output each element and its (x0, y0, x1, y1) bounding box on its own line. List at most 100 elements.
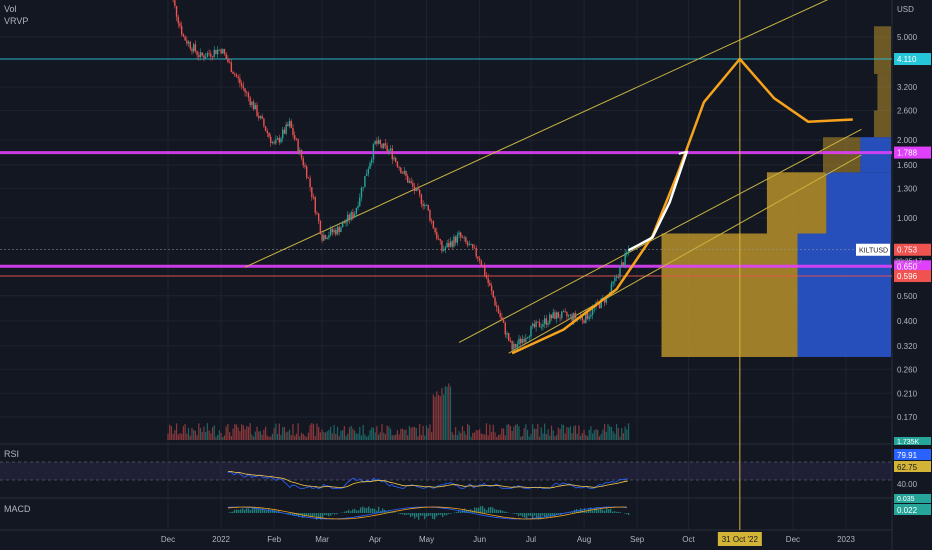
candle (513, 343, 515, 350)
candle (290, 121, 292, 128)
volume-bar (271, 433, 274, 440)
volume-bar (455, 427, 457, 440)
candle (514, 343, 517, 348)
candle (463, 237, 465, 239)
volume-bar (530, 434, 532, 440)
volume-bar (278, 423, 280, 440)
candle (335, 229, 337, 235)
volume-bar (290, 435, 292, 440)
macd-histogram-bar (323, 513, 326, 515)
candle (627, 249, 630, 253)
candle (615, 277, 618, 279)
volume-bar (314, 436, 316, 440)
candle (614, 277, 616, 282)
volume-bar (331, 433, 333, 440)
candle (271, 142, 274, 143)
volume-bar (468, 425, 470, 440)
volume-bar (518, 426, 520, 440)
candle (401, 173, 404, 174)
candle (545, 318, 548, 325)
candle (418, 190, 421, 195)
candle (583, 320, 585, 324)
candle (341, 222, 344, 228)
volume-bar (220, 432, 222, 440)
volume-bar (473, 432, 476, 440)
volume-bar (210, 433, 212, 440)
candle (383, 143, 385, 148)
volume-bar (336, 426, 339, 440)
candle (246, 92, 248, 94)
macd-histogram-bar (503, 511, 506, 513)
candle (622, 262, 625, 266)
time-tick-label: Aug (577, 535, 591, 544)
volume-bar (443, 394, 445, 440)
candle (499, 312, 501, 317)
candle (494, 297, 496, 306)
macd-histogram-bar (429, 513, 432, 516)
macd-histogram-bar (355, 510, 358, 513)
macd-histogram-bar (375, 510, 378, 513)
macd-histogram-bar (617, 511, 620, 513)
macd-histogram-bar (467, 510, 470, 513)
macd-histogram-bar (449, 513, 452, 514)
volume-bar (285, 432, 287, 440)
candle (388, 150, 390, 152)
volume-bar (508, 424, 510, 440)
candle (432, 220, 435, 229)
volume-bar (489, 424, 491, 440)
macd-histogram-bar (475, 507, 478, 513)
candle (228, 61, 231, 63)
candle (456, 234, 459, 243)
volume-bar (366, 436, 368, 440)
volume-bar (261, 434, 263, 440)
candle (216, 49, 219, 55)
candle (311, 187, 313, 197)
macd-histogram-bar (253, 507, 256, 513)
volume-bar (561, 424, 563, 440)
volume-bar (232, 428, 234, 440)
volume-bar (612, 431, 614, 440)
volume-bar (588, 429, 590, 440)
macd-histogram-bar (343, 511, 346, 513)
macd-histogram-bar (453, 512, 456, 513)
volume-bar (312, 424, 315, 440)
candle (482, 265, 484, 267)
macd-histogram-bar (431, 513, 434, 519)
volume-bar (605, 431, 607, 440)
candle (376, 140, 378, 144)
volume-bar (472, 432, 474, 440)
volume-bar (526, 429, 529, 440)
candle (458, 232, 460, 235)
volume-bar (544, 423, 546, 440)
volume-bar (556, 434, 558, 440)
volume-bar (477, 430, 479, 440)
macd-histogram-bar (623, 513, 626, 514)
volume-bar (482, 434, 484, 440)
volume-bar (456, 435, 458, 440)
candle (413, 186, 416, 191)
volume-bar (602, 429, 604, 440)
candle (333, 229, 335, 233)
candle (239, 78, 241, 84)
candle (557, 312, 560, 318)
volume-bar (467, 423, 469, 440)
volume-bar (603, 423, 606, 440)
volume-bar (537, 423, 539, 440)
vrvp-label: VRVP (4, 16, 29, 26)
candle (232, 72, 234, 75)
price-tick-label: 3.200 (897, 83, 918, 92)
candle (492, 290, 495, 298)
macd-histogram-bar (391, 512, 394, 513)
macd-histogram-bar (545, 513, 548, 519)
candle (211, 56, 214, 58)
volume-bar (569, 426, 571, 440)
candle (323, 235, 325, 241)
candle (538, 322, 541, 328)
candle (624, 252, 626, 266)
candle (559, 317, 561, 319)
volume-bar (525, 424, 527, 440)
macd-histogram-bar (413, 513, 416, 519)
candle (497, 307, 500, 313)
macd-histogram-bar (425, 513, 428, 517)
